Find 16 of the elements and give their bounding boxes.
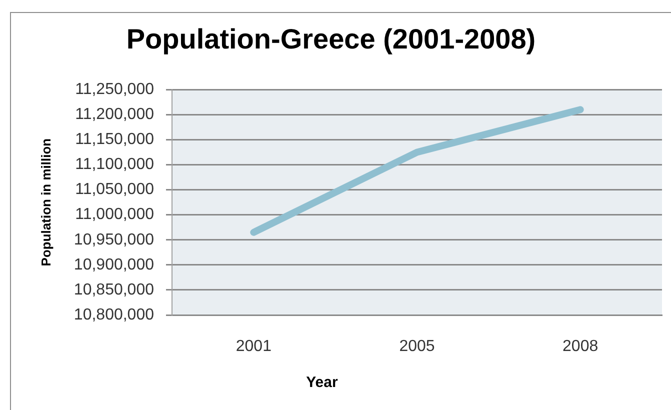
y-tick-label: 11,200,000 [75, 106, 154, 124]
y-tick-label: 10,850,000 [74, 281, 154, 298]
y-tick-label: 10,800,000 [74, 306, 154, 324]
y-tick-label: 11,250,000 [75, 81, 154, 98]
y-tick-label: 11,050,000 [75, 181, 154, 198]
y-tick-label: 11,100,000 [75, 156, 154, 174]
y-axis-title: Population in million [38, 138, 54, 266]
x-tick-label: 2005 [399, 338, 435, 356]
y-tick-label: 11,150,000 [75, 131, 154, 148]
y-tick-label: 10,950,000 [74, 231, 154, 248]
chart-title: Population-Greece (2001-2008) [126, 24, 536, 55]
x-tick-label: 2008 [562, 338, 598, 356]
x-axis-title: Year [306, 374, 338, 392]
x-tick-label: 2001 [236, 338, 272, 356]
y-tick-label: 11,000,000 [75, 206, 154, 224]
y-tick-label: 10,900,000 [74, 256, 154, 274]
